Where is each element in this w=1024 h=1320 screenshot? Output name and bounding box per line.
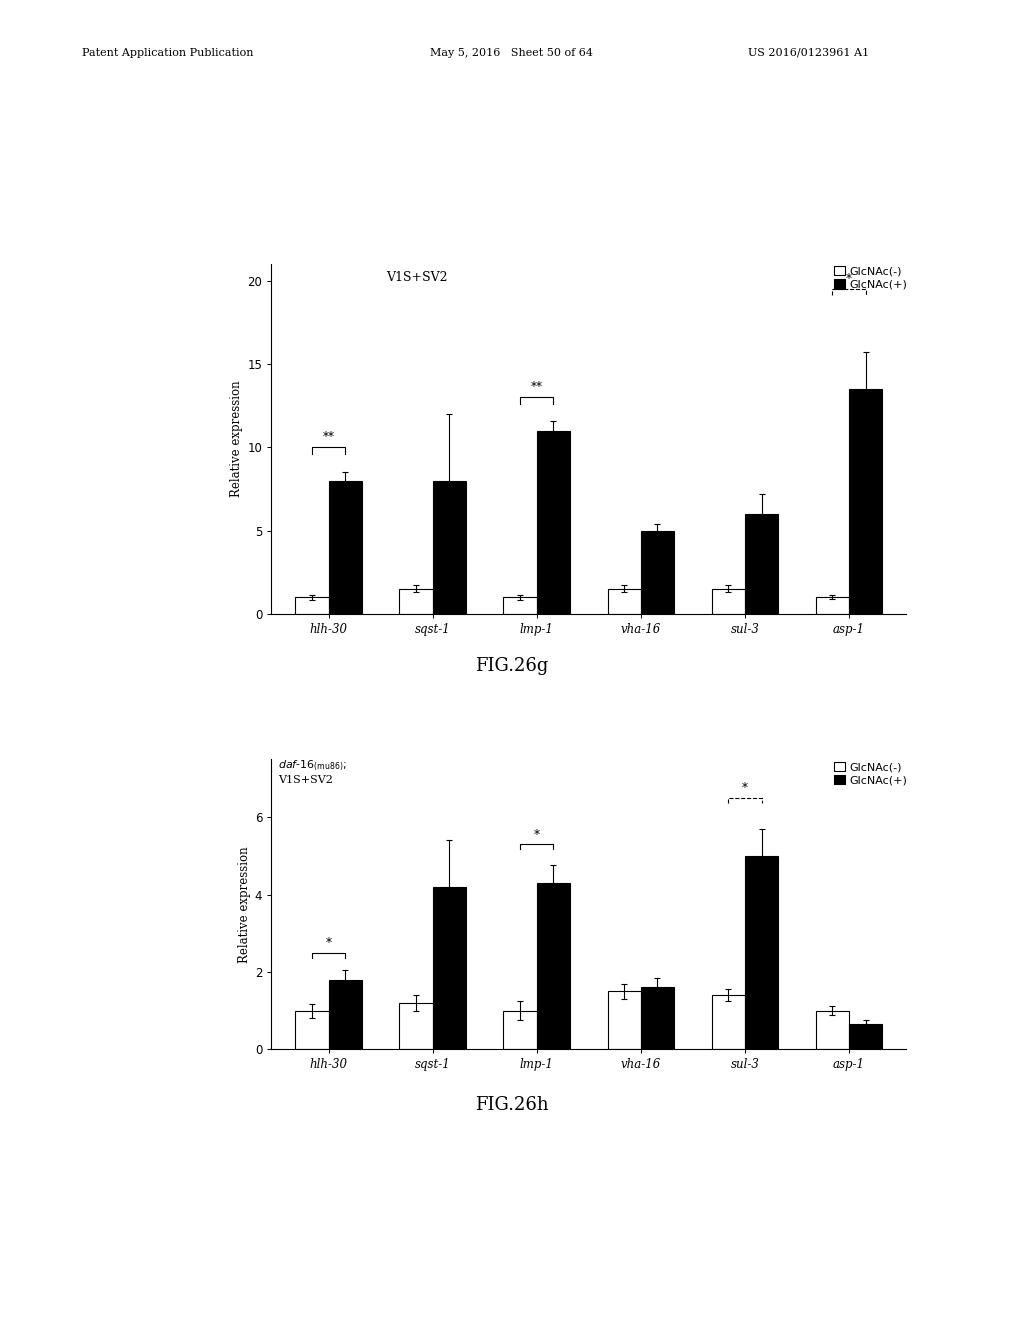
Bar xyxy=(295,597,329,614)
Bar xyxy=(295,1011,329,1049)
Text: **: ** xyxy=(323,432,335,444)
Legend: GlcNAc(-), GlcNAc(+): GlcNAc(-), GlcNAc(+) xyxy=(834,762,907,785)
Text: FIG.26g: FIG.26g xyxy=(475,657,549,676)
Text: *: * xyxy=(742,783,748,795)
Legend: GlcNAc(-), GlcNAc(+): GlcNAc(-), GlcNAc(+) xyxy=(834,267,907,289)
Text: V1S+SV2: V1S+SV2 xyxy=(386,271,447,284)
Bar xyxy=(504,1011,537,1049)
Y-axis label: Relative expression: Relative expression xyxy=(230,380,244,498)
Bar xyxy=(399,1003,433,1049)
Text: *: * xyxy=(534,829,540,842)
Bar xyxy=(849,389,883,614)
Bar xyxy=(607,589,641,614)
Text: US 2016/0123961 A1: US 2016/0123961 A1 xyxy=(748,48,868,58)
Bar xyxy=(537,430,570,614)
Bar xyxy=(329,480,361,614)
Text: FIG.26h: FIG.26h xyxy=(475,1096,549,1114)
Bar xyxy=(641,987,674,1049)
Text: **: ** xyxy=(530,381,543,395)
Text: Patent Application Publication: Patent Application Publication xyxy=(82,48,253,58)
Text: *: * xyxy=(326,937,332,950)
Text: $\it{daf}$-$\it{16}$$_{\mathrm{(mu86)}}$$\it{;}$
V1S+SV2: $\it{daf}$-$\it{16}$$_{\mathrm{(mu86)}}$… xyxy=(278,759,347,785)
Y-axis label: Relative expression: Relative expression xyxy=(238,846,251,962)
Bar xyxy=(744,513,778,614)
Bar xyxy=(329,979,361,1049)
Bar xyxy=(816,597,849,614)
Bar xyxy=(537,883,570,1049)
Bar xyxy=(433,480,466,614)
Bar xyxy=(399,589,433,614)
Text: *: * xyxy=(846,273,852,286)
Bar xyxy=(433,887,466,1049)
Bar xyxy=(712,995,744,1049)
Bar xyxy=(816,1011,849,1049)
Bar xyxy=(607,991,641,1049)
Bar xyxy=(641,531,674,614)
Bar xyxy=(849,1024,883,1049)
Bar xyxy=(504,597,537,614)
Text: May 5, 2016   Sheet 50 of 64: May 5, 2016 Sheet 50 of 64 xyxy=(430,48,593,58)
Bar xyxy=(712,589,744,614)
Bar xyxy=(744,855,778,1049)
